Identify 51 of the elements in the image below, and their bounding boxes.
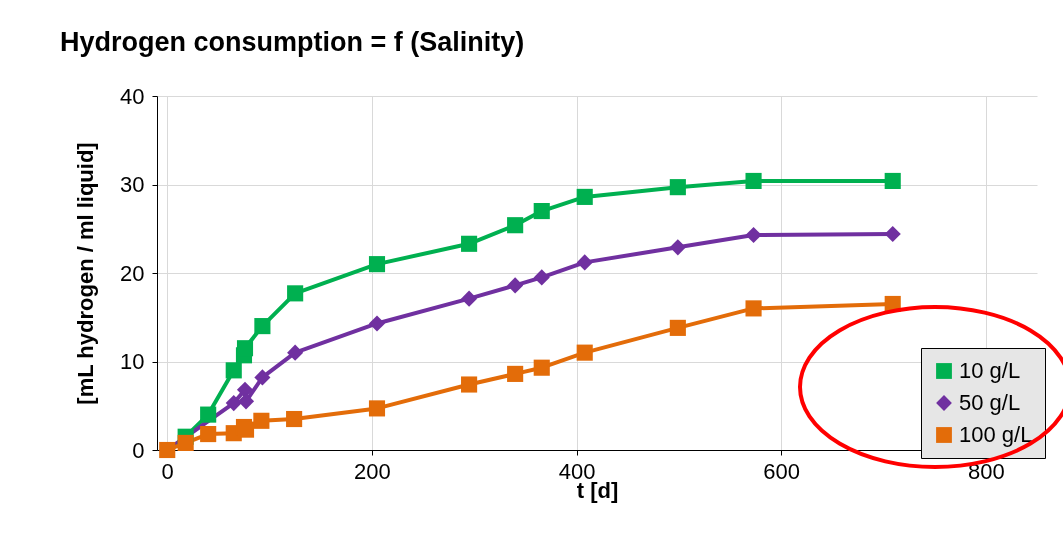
point [254, 318, 271, 335]
chart-title: Hydrogen consumption = f (Salinity) [60, 27, 525, 57]
y-tick-label: 20 [120, 260, 145, 286]
x-tick-label: 0 [161, 458, 174, 484]
x-tick-label: 800 [967, 458, 1005, 484]
point [507, 277, 524, 294]
point [507, 217, 524, 234]
point [533, 359, 550, 376]
point [237, 393, 255, 410]
point [576, 344, 593, 361]
point [533, 202, 550, 220]
point [200, 426, 217, 443]
point [533, 269, 550, 286]
point [225, 395, 242, 412]
point [745, 300, 762, 317]
point [287, 285, 304, 302]
x-tick-label: 600 [763, 458, 801, 484]
y-tick-label: 40 [120, 83, 145, 109]
point [745, 226, 762, 244]
point [368, 400, 386, 417]
point [884, 226, 901, 243]
point [287, 344, 304, 361]
point [254, 369, 271, 386]
point [745, 172, 762, 190]
point [253, 412, 270, 429]
legend-label: 50 g/L [959, 390, 1021, 415]
y-tick-label: 10 [120, 349, 145, 374]
point [368, 315, 386, 332]
y-tick-label: 0 [132, 437, 145, 463]
point [669, 319, 686, 336]
point [576, 188, 593, 205]
point [236, 340, 254, 357]
point [669, 239, 686, 256]
point [368, 256, 386, 273]
legend-label: 100 g/L [959, 422, 1033, 447]
point [236, 381, 254, 398]
point [507, 365, 524, 382]
y-tick-label: 30 [120, 172, 145, 197]
point [576, 254, 593, 271]
point [461, 235, 478, 252]
legend-label: 10 g/L [959, 358, 1021, 383]
point [884, 172, 901, 190]
point [286, 410, 303, 428]
point [225, 362, 242, 379]
point [200, 406, 217, 423]
point [669, 179, 686, 196]
y-axis-title: [mL hydrogen / ml liquid] [73, 142, 99, 405]
point [177, 434, 194, 451]
x-tick-label: 200 [354, 458, 391, 484]
point [461, 290, 478, 307]
point [461, 376, 478, 393]
